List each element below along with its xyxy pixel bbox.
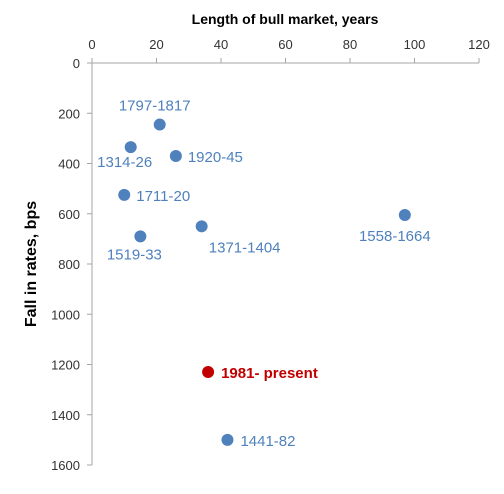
point-label: 1711-20 <box>136 188 190 205</box>
point-label: 1519-33 <box>107 246 162 263</box>
axes <box>91 62 479 465</box>
x-tick-label: 80 <box>343 37 357 52</box>
x-tick-label: 0 <box>88 37 95 52</box>
data-point <box>195 220 208 233</box>
point-labels: 1797-1817 1314-26 1920-45 1711-20 1558-1664 1… <box>97 98 431 450</box>
y-tick-label: 1200 <box>51 358 80 373</box>
y-axis-title: Fall in rates, bps <box>23 201 40 327</box>
x-tick-label: 20 <box>149 37 163 52</box>
x-axis-title: Length of bull market, years <box>192 11 379 27</box>
data-point <box>124 141 137 154</box>
data-point <box>169 149 182 162</box>
x-tick-label: 120 <box>468 37 490 52</box>
data-point <box>134 230 147 243</box>
point-label: 1797-1817 <box>119 98 191 115</box>
point-label: 1371-1404 <box>209 239 281 256</box>
point-label: 1441-82 <box>240 433 295 450</box>
data-point <box>398 209 411 222</box>
y-tick-label: 200 <box>58 106 80 121</box>
y-tick-label: 1400 <box>51 408 80 423</box>
y-axis-ticks: 0 200 400 600 800 1000 1200 1400 1600 <box>51 56 92 473</box>
x-axis-ticks: 0 20 40 60 80 100 120 <box>88 37 490 63</box>
data-point <box>221 433 234 446</box>
x-tick-label: 60 <box>278 37 292 52</box>
y-tick-label: 800 <box>58 257 80 272</box>
data-points <box>118 118 411 446</box>
point-label: 1558-1664 <box>359 228 431 245</box>
data-point <box>153 118 166 131</box>
y-tick-label: 1600 <box>51 458 80 473</box>
point-label: 1314-26 <box>97 154 152 171</box>
data-point <box>202 366 215 379</box>
point-label: 1920-45 <box>188 149 243 166</box>
y-tick-label: 1000 <box>51 307 80 322</box>
x-tick-label: 40 <box>214 37 228 52</box>
data-point <box>118 188 131 201</box>
point-label: 1981- present <box>221 365 318 382</box>
y-tick-label: 400 <box>58 157 80 172</box>
y-tick-label: 0 <box>73 56 80 71</box>
x-tick-label: 100 <box>404 37 426 52</box>
y-tick-label: 600 <box>58 207 80 222</box>
